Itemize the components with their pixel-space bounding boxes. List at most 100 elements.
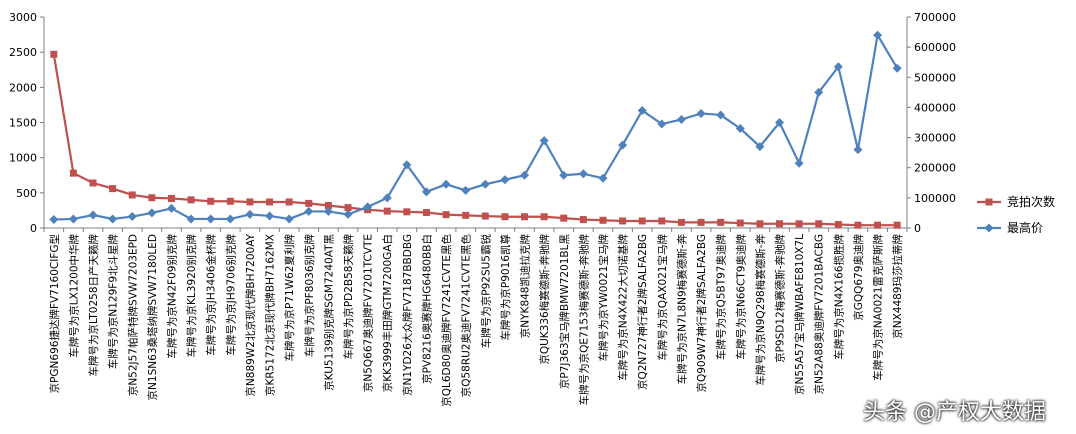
data-point <box>68 214 78 224</box>
data-point <box>814 87 824 97</box>
data-point <box>245 209 255 219</box>
x-tick-label: 京KU5139别克牌SGM7240AT黑 <box>322 234 335 391</box>
watermark: 头条 @产权大数据 <box>863 400 1046 425</box>
y2-tick-label: 700000 <box>914 11 956 24</box>
data-point <box>206 214 216 224</box>
data-point <box>520 170 530 180</box>
data-point <box>559 170 569 180</box>
x-tick-label: 京Q2N727神行者2牌SALFA2BG <box>636 234 649 390</box>
data-point <box>618 140 628 150</box>
data-point <box>501 213 509 221</box>
y-tick-label: 1500 <box>9 117 37 130</box>
data-point <box>88 210 98 220</box>
x-tick-label: 京PGN696捷达牌FV7160CIFG型 <box>48 234 61 393</box>
data-point <box>323 206 333 216</box>
x-tick-label: 车牌号为京N42F09别克牌 <box>165 234 178 359</box>
y2-tick-label: 100000 <box>914 192 956 205</box>
x-tick-label: 京N52A88奥迪牌FV7201BACBG <box>813 234 826 394</box>
data-point <box>226 197 234 205</box>
data-point <box>735 124 745 134</box>
data-point <box>794 158 804 168</box>
data-point <box>834 220 842 228</box>
x-tick-label: 车牌号为京N4X422大切诺基牌 <box>617 234 630 381</box>
data-point <box>69 169 77 177</box>
data-point <box>403 208 411 216</box>
x-tick-label: 车牌号为京LT0258日产天籁牌 <box>87 234 100 377</box>
y2-tick-label: 600000 <box>914 41 956 54</box>
legend-marker <box>984 223 994 233</box>
data-point <box>128 191 136 199</box>
data-point <box>187 196 195 204</box>
data-point <box>853 145 863 155</box>
data-point <box>461 185 471 195</box>
data-point <box>462 211 470 219</box>
data-point <box>481 212 489 220</box>
data-point <box>638 217 646 225</box>
data-point <box>560 214 568 222</box>
y2-tick-label: 400000 <box>914 101 956 114</box>
legend-label: 最高价 <box>1007 220 1043 235</box>
data-point <box>422 209 430 217</box>
data-point <box>696 108 706 118</box>
data-point <box>265 211 275 221</box>
x-tick-label: 车牌号为京LX1200中华牌 <box>67 234 80 358</box>
x-tick-label: 京Q58RU2奥迪FV7241CVTE黑色 <box>460 234 473 398</box>
series-line <box>53 31 899 221</box>
data-point <box>873 30 883 40</box>
data-point <box>815 220 823 228</box>
x-tick-label: 车牌号为京QE7153梅赛德斯-奔驰牌 <box>577 234 590 406</box>
data-point <box>266 198 274 206</box>
y2-tick-label: 500000 <box>914 71 956 84</box>
data-point <box>716 110 726 120</box>
x-tick-label: 京PV8216奥赛牌HG6480BB白 <box>420 234 433 384</box>
data-point <box>127 212 137 222</box>
x-tick-label: 车牌号为京KL3920别克牌 <box>185 234 198 358</box>
data-point <box>207 197 215 205</box>
data-point <box>500 175 510 185</box>
data-point <box>109 185 117 193</box>
data-point <box>578 169 588 179</box>
data-point <box>344 204 352 212</box>
data-point <box>619 217 627 225</box>
data-point <box>167 194 175 202</box>
x-tick-label: 京N55A57宝马牌WBAFE810X7L <box>793 234 806 395</box>
x-tick-label: 京N1SN63桑塔纳牌SVW7180LED <box>146 234 159 400</box>
series-line <box>52 54 898 227</box>
x-tick-label: 京N5Q667奥迪牌FV7201TCVTE <box>362 234 375 392</box>
x-tick-label: 车牌号为京N4X166揽胜牌 <box>832 234 845 360</box>
data-point <box>305 199 313 207</box>
x-tick-label: 车牌号为京PF8036别克牌 <box>303 234 316 358</box>
data-point <box>284 214 294 224</box>
data-point <box>540 213 548 221</box>
data-point <box>697 218 705 226</box>
data-point <box>49 215 59 225</box>
x-tick-label: 京N1YD26大众牌FV7187BBDBG <box>401 234 414 396</box>
x-tick-label: 车牌号为京JH3406金杯牌 <box>205 234 218 356</box>
data-point <box>108 214 118 224</box>
data-point <box>539 136 549 146</box>
data-point <box>874 221 882 229</box>
data-point <box>421 187 431 197</box>
x-tick-label: 京KK3999丰田牌GTM7200GA白 <box>381 234 394 392</box>
data-point <box>442 211 450 219</box>
y-tick-label: 3000 <box>9 11 37 24</box>
data-point <box>50 50 58 58</box>
x-tick-label: 京P7J363宝马牌BMW7201BL黑 <box>558 234 571 389</box>
data-point <box>776 220 784 228</box>
data-point <box>441 179 451 189</box>
x-tick-label: 车牌号为京P71W62夏利牌 <box>283 234 296 362</box>
x-tick-label: 车牌号为京JH9706别克牌 <box>224 234 237 356</box>
data-point <box>893 221 901 229</box>
data-point <box>285 198 293 206</box>
y2-tick-label: 0 <box>914 222 921 235</box>
y2-tick-label: 300000 <box>914 132 956 145</box>
data-point <box>892 63 902 73</box>
data-point <box>637 105 647 115</box>
x-tick-label: 京KR5172北京现代牌BH7162MX <box>264 234 277 396</box>
data-point <box>166 203 176 213</box>
data-point <box>658 217 666 225</box>
x-tick-label: 车牌号为京N66CT9奥迪牌 <box>734 234 747 360</box>
data-point <box>579 216 587 224</box>
